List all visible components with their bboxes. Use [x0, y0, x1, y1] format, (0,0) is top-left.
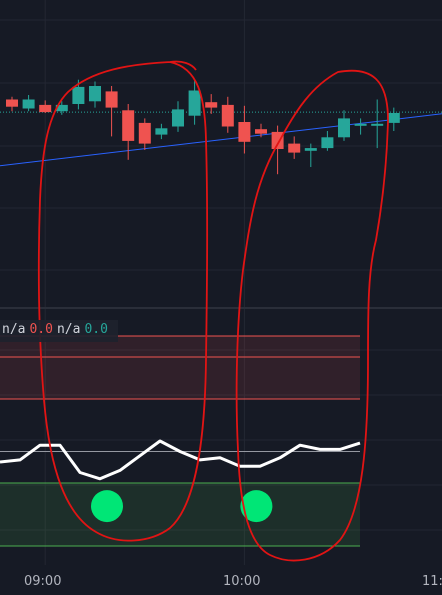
upper-zone — [0, 336, 360, 399]
candle-body — [305, 148, 317, 151]
candle-body — [189, 91, 201, 116]
candle-body — [388, 113, 400, 123]
time-label-1100: 11: — [422, 574, 442, 589]
candle-body — [23, 100, 35, 109]
legend-value-2: 0.0 — [84, 322, 107, 337]
legend-label-1: n/a — [2, 322, 25, 337]
candle-body — [139, 123, 151, 144]
candle[interactable] — [321, 131, 333, 151]
candle[interactable] — [338, 110, 350, 141]
candle-body — [106, 91, 118, 107]
candle-body — [205, 102, 217, 107]
candle[interactable] — [371, 100, 383, 149]
candle-body — [288, 144, 300, 153]
candle-body — [355, 124, 367, 126]
candle-body — [6, 100, 18, 107]
time-label-0900: 09:00 — [24, 574, 61, 589]
candle[interactable] — [288, 136, 300, 159]
candle-body — [321, 137, 333, 148]
time-label-1000: 10:00 — [223, 574, 260, 589]
candle-body — [338, 118, 350, 137]
candle[interactable] — [39, 100, 51, 113]
candle[interactable] — [388, 108, 400, 131]
candle-body — [371, 124, 383, 126]
candle[interactable] — [23, 95, 35, 111]
trendline[interactable] — [0, 114, 442, 166]
grid-lines — [0, 0, 442, 565]
candle[interactable] — [355, 118, 367, 134]
candle[interactable] — [6, 97, 18, 111]
candle[interactable] — [106, 86, 118, 136]
candle-body — [272, 132, 284, 149]
indicator-legend[interactable]: n/a 0.0 n/a 0.0 — [0, 320, 118, 342]
signal-dot[interactable] — [240, 490, 272, 522]
candle-body — [255, 129, 267, 134]
candle-body — [39, 105, 51, 112]
candle-body — [172, 109, 184, 126]
candle[interactable] — [205, 94, 217, 114]
candle[interactable] — [272, 126, 284, 175]
candle[interactable] — [89, 82, 101, 108]
legend-value-1: 0.0 — [29, 322, 52, 337]
candle-body — [72, 87, 84, 104]
candle-body — [222, 105, 234, 127]
candle[interactable] — [139, 118, 151, 149]
candle[interactable] — [155, 124, 167, 139]
candle[interactable] — [305, 144, 317, 167]
candle-body — [238, 122, 250, 142]
candle-body — [89, 86, 101, 101]
candle[interactable] — [222, 97, 234, 133]
candle-body — [122, 110, 134, 141]
legend-label-2: n/a — [57, 322, 80, 337]
candle-body — [155, 128, 167, 134]
candle[interactable] — [172, 101, 184, 132]
signal-dot[interactable] — [91, 490, 123, 522]
